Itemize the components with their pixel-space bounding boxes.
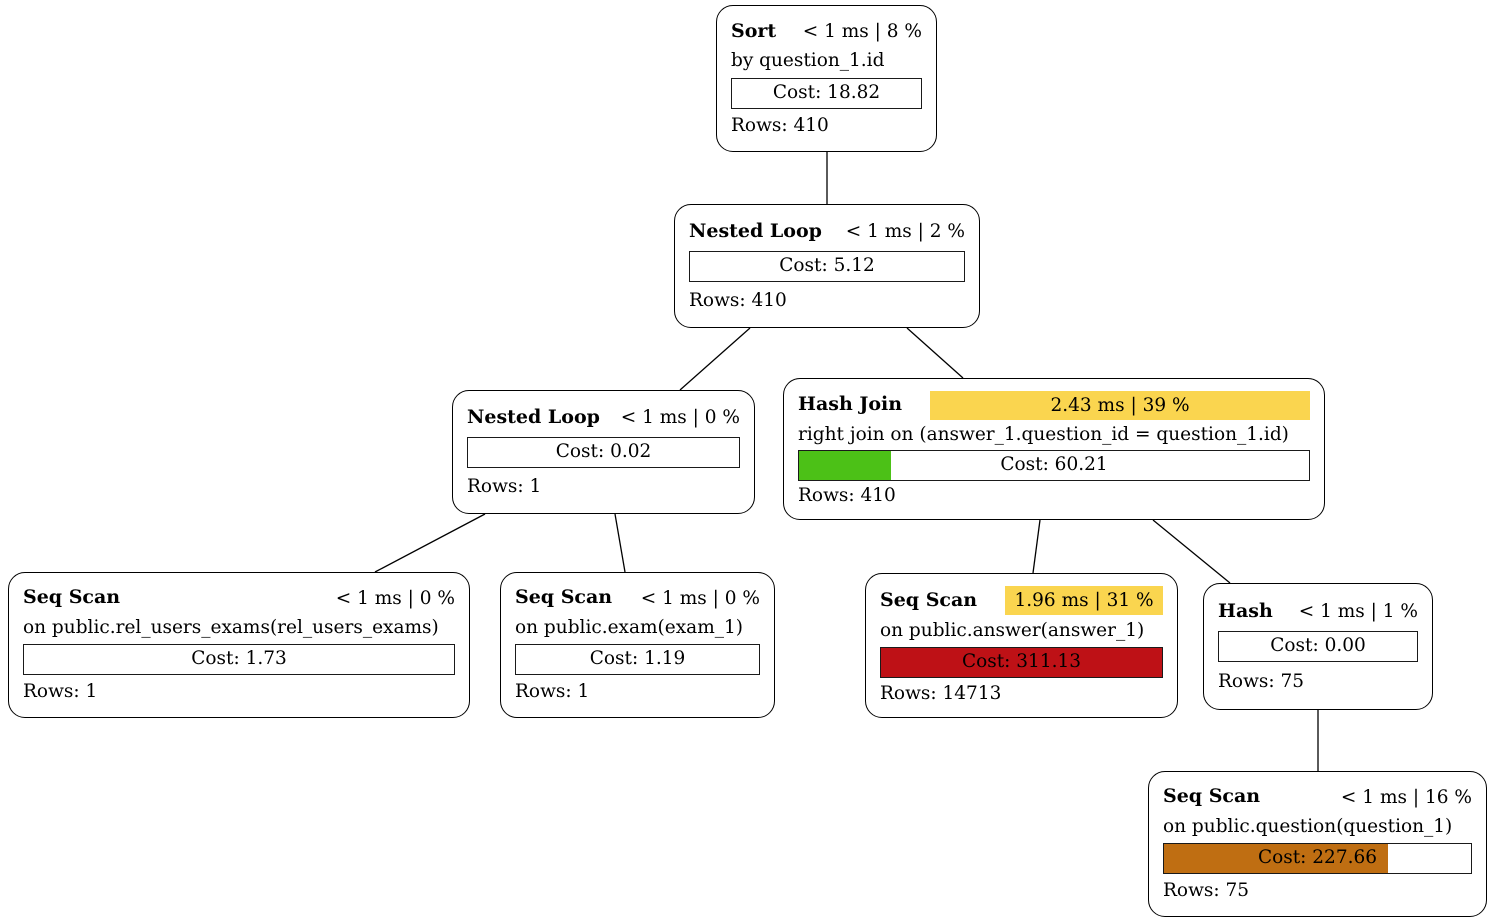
node-timing: < 1 ms | 0 % xyxy=(620,407,740,429)
node-detail: right join on (answer_1.question_id = qu… xyxy=(798,424,1289,446)
node-detail: on public.exam(exam_1) xyxy=(515,616,743,638)
plan-node-nested-loop-2: Nested Loop < 1 ms | 0 % Cost: 0.02 Rows… xyxy=(452,390,755,514)
edge-hashjoin-hash xyxy=(1152,519,1231,584)
cost-label: Cost: 1.73 xyxy=(191,648,287,670)
plan-node-seq-scan-exam: Seq Scan < 1 ms | 0 % on public.exam(exa… xyxy=(500,572,775,718)
rows-label: Rows: 1 xyxy=(467,475,542,497)
cost-label: Cost: 5.12 xyxy=(779,254,875,276)
cost-bar: Cost: 1.73 xyxy=(23,644,455,676)
node-timing: < 1 ms | 8 % xyxy=(802,20,922,42)
node-title: Seq Scan xyxy=(23,586,121,609)
rows-label: Rows: 410 xyxy=(731,115,829,137)
plan-node-seq-scan-rel-users-exams: Seq Scan < 1 ms | 0 % on public.rel_user… xyxy=(8,572,470,718)
node-title: Sort xyxy=(731,19,777,42)
plan-node-hash-join: Hash Join 2.43 ms | 39 % right join on (… xyxy=(783,378,1325,520)
rows-label: Rows: 75 xyxy=(1218,671,1305,693)
cost-label: Cost: 18.82 xyxy=(772,81,881,103)
cost-bar-fill xyxy=(881,647,1162,677)
cost-bar: Cost: 0.00 xyxy=(1218,631,1418,663)
cost-bar: Cost: 5.12 xyxy=(689,250,965,282)
node-header: Sort < 1 ms | 8 % xyxy=(731,20,922,44)
node-timing-highlight: 2.43 ms | 39 % xyxy=(930,390,1310,420)
node-timing: < 1 ms | 16 % xyxy=(1340,786,1472,808)
edge-nestedloop1-hashjoin xyxy=(906,327,964,379)
plan-node-sort: Sort < 1 ms | 8 % by question_1.id Cost:… xyxy=(716,5,937,152)
node-timing: < 1 ms | 0 % xyxy=(335,587,455,609)
edge-nestedloop2-seqscanrel xyxy=(374,513,486,573)
node-detail: on public.answer(answer_1) xyxy=(880,620,1145,642)
cost-bar: Cost: 60.21 xyxy=(798,449,1310,481)
node-header: Hash Join 2.43 ms | 39 % xyxy=(798,390,1310,420)
node-header: Seq Scan 1.96 ms | 31 % xyxy=(880,586,1163,616)
cost-bar-fill xyxy=(1164,844,1389,874)
cost-bar: Cost: 227.66 xyxy=(1163,843,1472,875)
node-title: Nested Loop xyxy=(689,220,822,243)
plan-node-nested-loop-1: Nested Loop < 1 ms | 2 % Cost: 5.12 Rows… xyxy=(674,204,980,328)
rows-label: Rows: 410 xyxy=(689,289,787,311)
node-title: Seq Scan xyxy=(515,586,613,609)
rows-label: Rows: 410 xyxy=(798,485,896,507)
node-header: Seq Scan < 1 ms | 0 % xyxy=(515,586,760,610)
node-header: Hash < 1 ms | 1 % xyxy=(1218,600,1418,624)
node-detail: on public.rel_users_exams(rel_users_exam… xyxy=(23,616,439,638)
plan-node-hash: Hash < 1 ms | 1 % Cost: 0.00 Rows: 75 xyxy=(1203,583,1433,710)
node-title: Hash xyxy=(1218,599,1273,622)
node-header: Nested Loop < 1 ms | 2 % xyxy=(689,220,965,244)
node-header: Seq Scan < 1 ms | 0 % xyxy=(23,586,455,610)
rows-label: Rows: 14713 xyxy=(880,682,1002,704)
node-title: Seq Scan xyxy=(1163,785,1261,808)
cost-label: Cost: 1.19 xyxy=(589,648,686,670)
node-detail: by question_1.id xyxy=(731,49,885,71)
rows-label: Rows: 1 xyxy=(23,681,98,703)
node-timing: < 1 ms | 1 % xyxy=(1298,601,1418,623)
node-timing: < 1 ms | 0 % xyxy=(640,587,760,609)
cost-label: Cost: 311.13 xyxy=(961,650,1082,672)
node-title: Seq Scan xyxy=(880,588,978,611)
cost-label: Cost: 227.66 xyxy=(1257,847,1378,869)
cost-bar-fill xyxy=(799,450,891,480)
node-timing-highlight: 1.96 ms | 31 % xyxy=(1005,586,1163,616)
cost-bar: Cost: 0.02 xyxy=(467,436,740,468)
node-header: Seq Scan < 1 ms | 16 % xyxy=(1163,785,1472,809)
plan-node-seq-scan-question: Seq Scan < 1 ms | 16 % on public.questio… xyxy=(1148,771,1487,917)
cost-bar: Cost: 311.13 xyxy=(880,646,1163,678)
node-detail: on public.question(question_1) xyxy=(1163,815,1453,837)
edge-nestedloop2-seqscanexam xyxy=(614,513,626,573)
node-title: Hash Join xyxy=(798,393,903,416)
plan-node-seq-scan-answer: Seq Scan 1.96 ms | 31 % on public.answer… xyxy=(865,573,1178,718)
cost-label: Cost: 0.00 xyxy=(1270,635,1366,657)
rows-label: Rows: 1 xyxy=(515,681,590,703)
node-title: Nested Loop xyxy=(467,406,600,429)
node-timing: < 1 ms | 2 % xyxy=(845,221,965,243)
cost-bar: Cost: 18.82 xyxy=(731,77,922,109)
rows-label: Rows: 75 xyxy=(1163,880,1250,902)
node-header: Nested Loop < 1 ms | 0 % xyxy=(467,406,740,430)
cost-label: Cost: 60.21 xyxy=(1000,453,1108,475)
cost-label: Cost: 0.02 xyxy=(555,440,652,462)
edge-nestedloop1-nestedloop2 xyxy=(679,327,751,391)
edge-hashjoin-seqscananswer xyxy=(1032,519,1041,574)
cost-bar: Cost: 1.19 xyxy=(515,644,760,676)
